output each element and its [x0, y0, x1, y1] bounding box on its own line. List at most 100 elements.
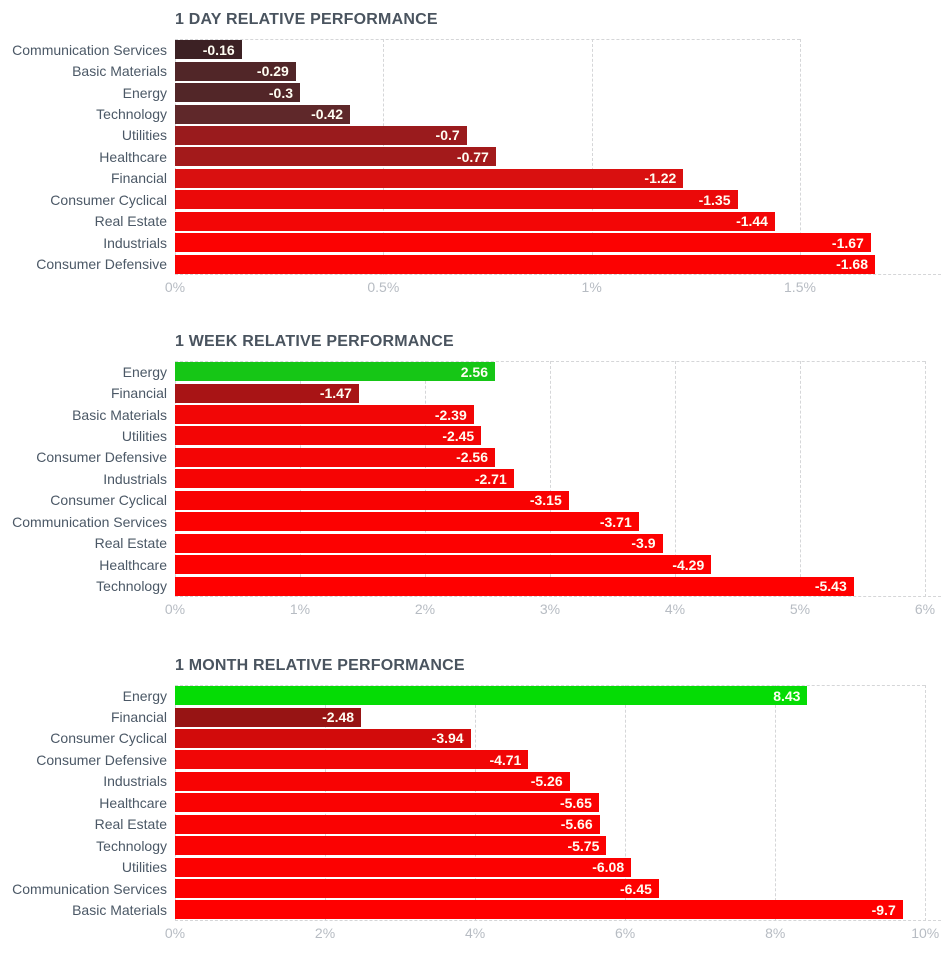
bar-value-label: -5.66 — [560, 816, 593, 833]
bar-row: Technology -5.75 — [0, 835, 946, 856]
category-label: Consumer Cyclical — [50, 191, 167, 208]
category-label: Industrials — [103, 773, 167, 790]
performance-bar: -2.56 — [175, 447, 495, 467]
plot-baseline — [175, 919, 941, 921]
axis-tick-label: 4% — [664, 600, 686, 617]
category-label: Consumer Cyclical — [50, 492, 167, 509]
category-label: Technology — [96, 578, 167, 595]
bar-value-label: -2.48 — [322, 709, 355, 726]
bar-row: Utilities -6.08 — [0, 856, 946, 877]
bar-value-label: -2.45 — [442, 427, 475, 444]
bar-area: 2.56 — [175, 362, 935, 382]
axis-tick-label: 2% — [314, 924, 336, 941]
bar-value-label: -4.71 — [489, 751, 522, 768]
performance-bar: -3.94 — [175, 728, 471, 748]
bar-row: Energy -0.3 — [0, 82, 946, 103]
performance-bar: -2.48 — [175, 707, 362, 727]
bar-area: -5.65 — [175, 793, 935, 813]
category-label: Communication Services — [12, 513, 167, 530]
x-axis: 0% 1% 2% 3% 4% 5% 6% — [165, 597, 936, 617]
plot-top-border — [175, 39, 800, 40]
gridline — [591, 39, 593, 275]
bar-row: Basic Materials -0.29 — [0, 60, 946, 81]
bar-value-label: -0.77 — [456, 148, 489, 165]
category-label: Real Estate — [94, 816, 167, 833]
bar-area: -4.71 — [175, 750, 935, 770]
bar-row: Healthcare -4.29 — [0, 554, 946, 575]
performance-bar: -9.7 — [175, 900, 903, 920]
performance-bar: -1.68 — [175, 254, 875, 274]
category-label: Healthcare — [99, 556, 167, 573]
plot-baseline — [175, 595, 941, 597]
performance-bar: -6.08 — [175, 857, 632, 877]
x-axis: 0% 0.5% 1% 1.5% — [165, 275, 935, 295]
bar-value-label: 2.56 — [460, 363, 488, 380]
bar-area: -5.26 — [175, 771, 935, 791]
category-label: Consumer Defensive — [36, 751, 167, 768]
plot-top-border — [175, 360, 925, 362]
gridline — [799, 39, 801, 275]
performance-bar: -4.29 — [175, 555, 712, 575]
axis-tick-label: 2% — [414, 600, 436, 617]
bar-row: Basic Materials -2.39 — [0, 404, 946, 425]
category-label: Basic Materials — [72, 406, 167, 423]
bar-value-label: -0.16 — [202, 41, 235, 58]
bar-row: Real Estate -5.66 — [0, 814, 946, 835]
axis-tick-label: 4% — [464, 924, 486, 941]
bar-value-label: -1.68 — [836, 256, 868, 273]
plot-area: Energy 2.56 Financial -1.47 Basic Materials -… — [0, 360, 946, 617]
axis-tick-label: 3% — [539, 600, 561, 617]
bar-row: Energy 8.43 — [0, 685, 946, 706]
bar-area: -3.15 — [175, 490, 935, 510]
bar-area: -3.94 — [175, 728, 935, 748]
performance-bar: -2.71 — [175, 469, 514, 489]
performance-bar: -2.45 — [175, 426, 482, 446]
axis-tick-label: 5% — [789, 600, 811, 617]
performance-bar: -1.35 — [175, 190, 738, 210]
performance-bar: -6.45 — [175, 879, 659, 899]
bar-value-label: -5.75 — [567, 837, 600, 854]
performance-bar: -0.77 — [175, 147, 496, 167]
bar-value-label: -1.44 — [736, 213, 768, 230]
bar-value-label: -3.15 — [529, 492, 562, 509]
bar-value-label: -5.26 — [530, 773, 563, 790]
bar-area: -1.67 — [175, 233, 935, 253]
bar-row: Healthcare -5.65 — [0, 792, 946, 813]
category-label: Communication Services — [12, 41, 167, 58]
category-label: Utilities — [121, 127, 167, 144]
performance-bar: -1.44 — [175, 211, 775, 231]
bar-row: Consumer Cyclical -3.15 — [0, 490, 946, 511]
bar-value-label: -1.35 — [698, 191, 731, 208]
bar-rows: Energy 2.56 Financial -1.47 Basic Materials -… — [0, 361, 946, 597]
bar-value-label: -6.45 — [619, 880, 652, 897]
bar-row: Industrials -1.67 — [0, 232, 946, 253]
bar-area: -6.45 — [175, 879, 935, 899]
bar-value-label: -5.65 — [559, 794, 592, 811]
bar-row: Consumer Defensive -1.68 — [0, 253, 946, 274]
performance-bar: -0.7 — [175, 125, 467, 145]
bar-value-label: -0.29 — [256, 63, 289, 80]
category-label: Consumer Cyclical — [50, 730, 167, 747]
bar-row: Utilities -2.45 — [0, 425, 946, 446]
axis-tick-label: 10% — [911, 924, 940, 941]
bar-area: 8.43 — [175, 686, 935, 706]
axis-tick-label: 6% — [615, 924, 636, 941]
axis-tick-label: 0.5% — [367, 278, 400, 295]
bar-value-label: -2.71 — [474, 470, 507, 487]
gridline — [799, 360, 801, 597]
bar-area: -2.71 — [175, 469, 935, 489]
bar-area: -2.39 — [175, 405, 935, 425]
performance-bar: -3.9 — [175, 533, 663, 553]
performance-bar: -5.26 — [175, 771, 570, 791]
bar-area: -5.75 — [175, 836, 935, 856]
bar-area: -1.35 — [175, 190, 935, 210]
bar-row: Financial -1.22 — [0, 168, 946, 189]
bar-area: -2.45 — [175, 426, 935, 446]
bar-row: Communication Services -0.16 — [0, 39, 946, 60]
axis-tick-label: 6% — [914, 600, 936, 617]
chart-1week-relative-performance: 1 WEEK RELATIVE PERFORMANCE Energy 2.56 Fi… — [0, 333, 946, 617]
bar-area: -3.9 — [175, 533, 935, 553]
chart-1day-relative-performance: 1 DAY RELATIVE PERFORMANCE Communication… — [0, 0, 946, 295]
bar-area: -1.22 — [175, 168, 935, 188]
bar-row: Technology -0.42 — [0, 103, 946, 124]
